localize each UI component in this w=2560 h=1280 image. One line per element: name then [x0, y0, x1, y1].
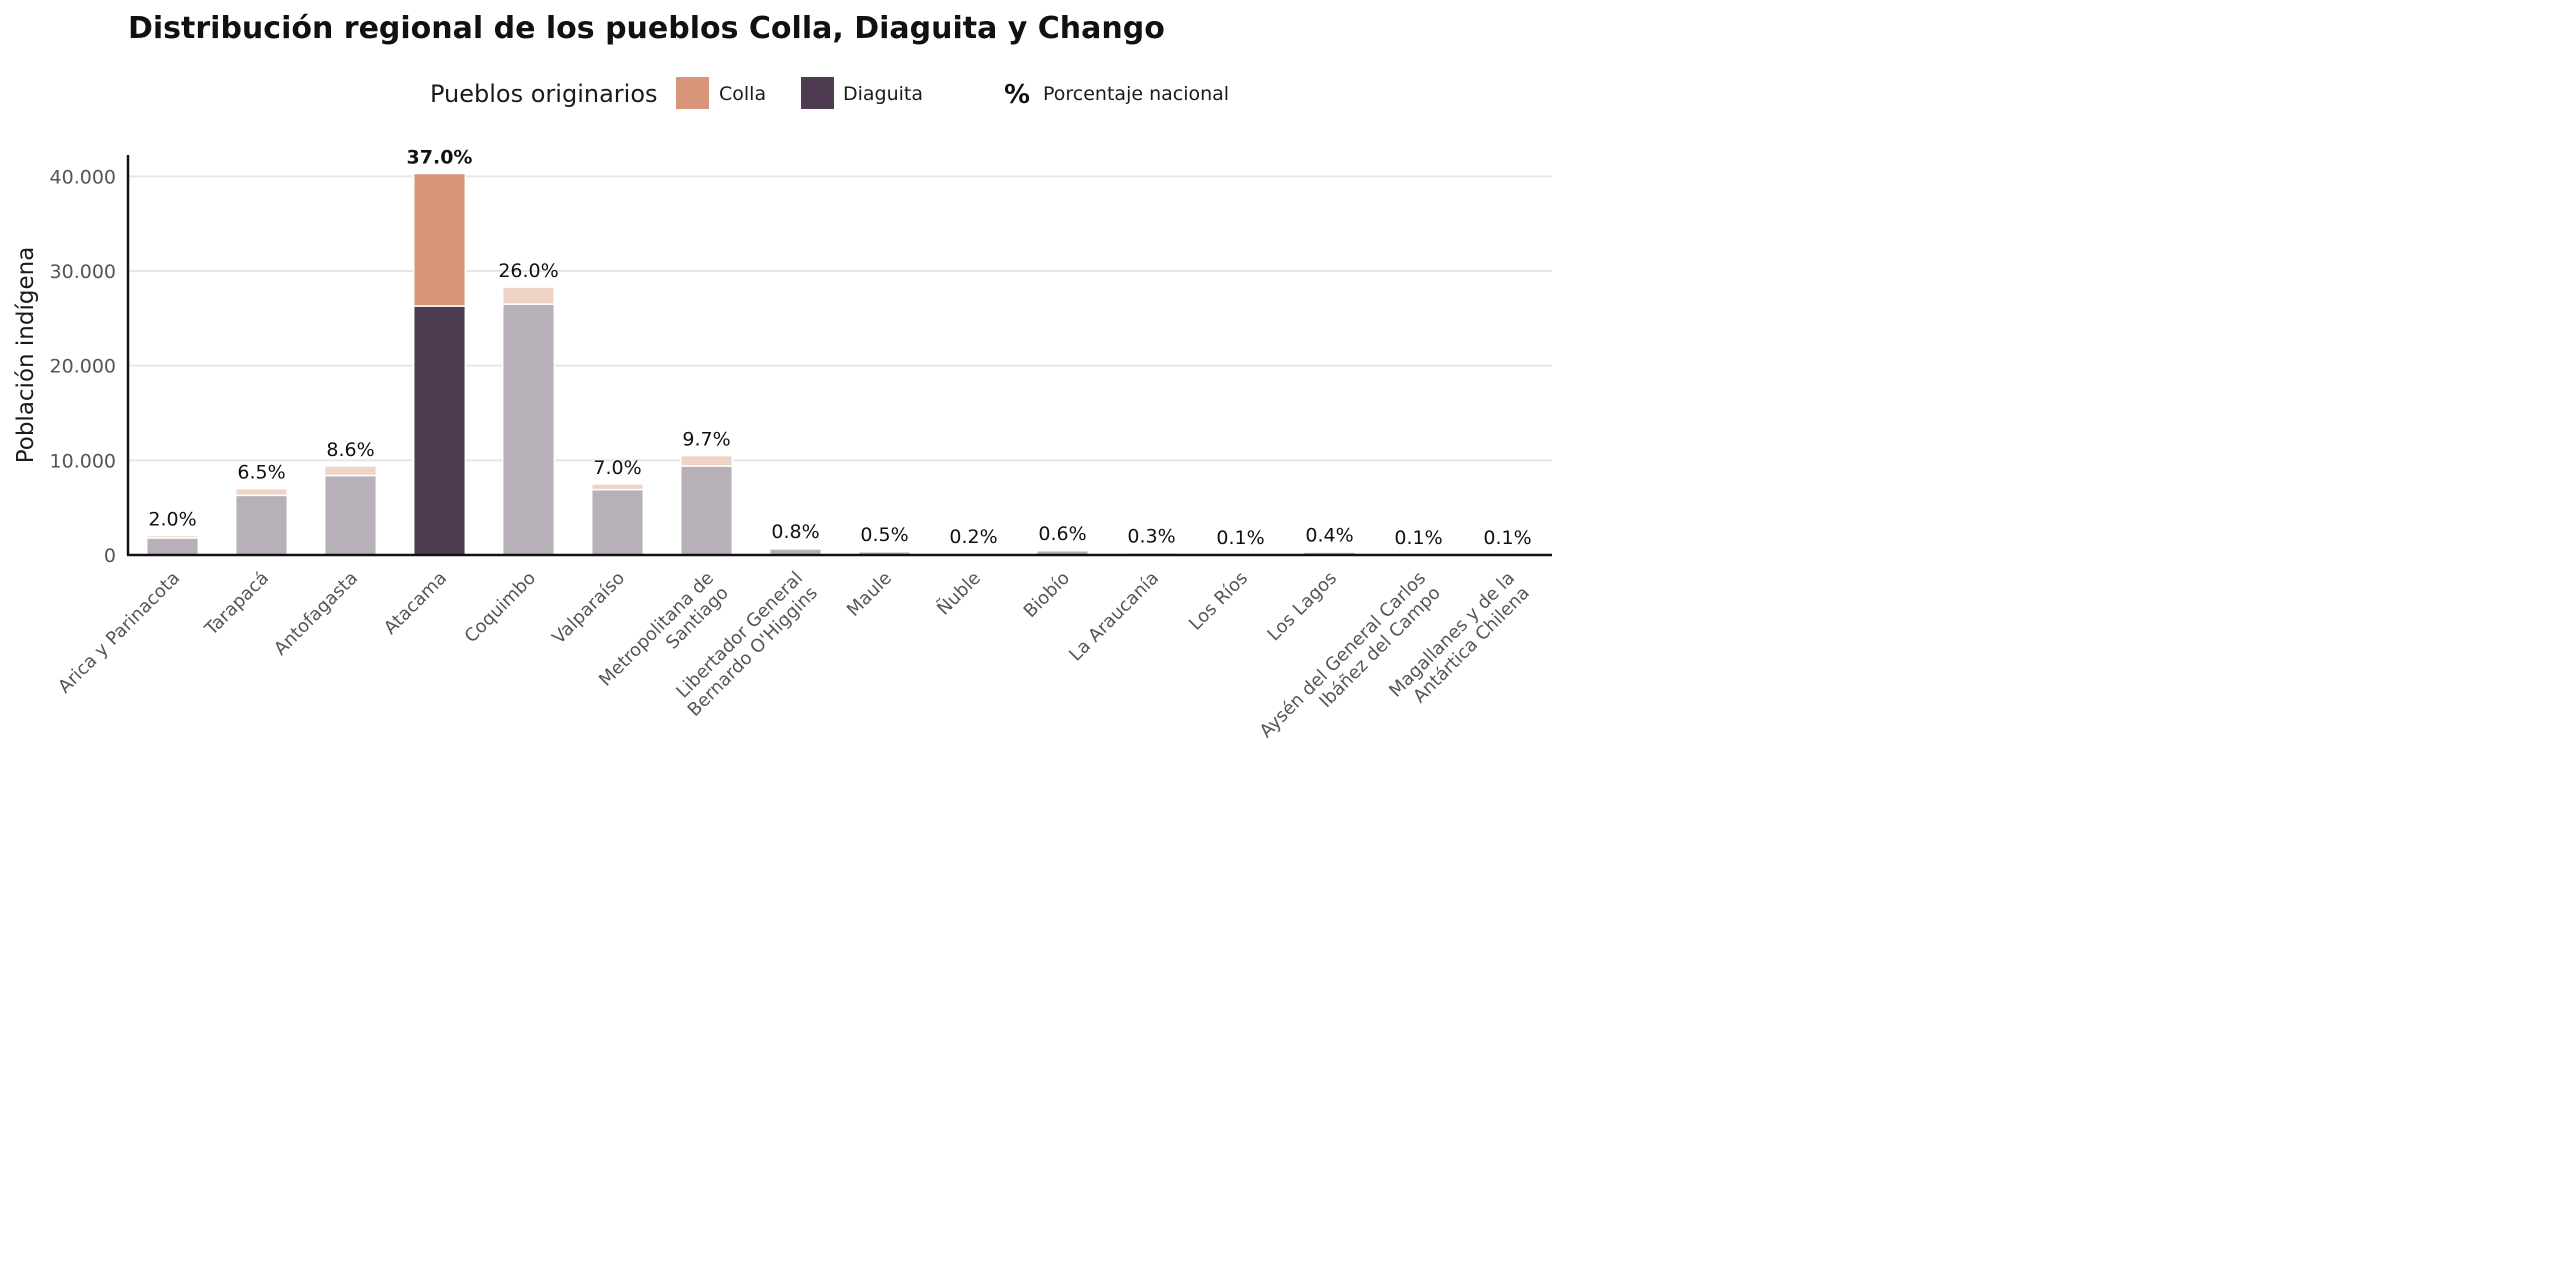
legend-percent-label: Porcentaje nacional	[1043, 83, 1229, 105]
y-tick-label: 30.000	[50, 261, 116, 283]
bar-diaguita	[145, 537, 200, 556]
percent-label: 26.0%	[498, 260, 558, 282]
x-tick-label: Biobío	[1020, 568, 1074, 622]
percent-label: 0.1%	[1216, 527, 1264, 549]
y-tick-label: 10.000	[50, 450, 116, 472]
percent-label: 0.2%	[949, 526, 997, 548]
bar-diaguita	[323, 474, 378, 556]
percent-label: 2.0%	[148, 509, 196, 531]
chart-title: Distribución regional de los pueblos Col…	[128, 11, 1165, 46]
bar-colla	[1035, 549, 1090, 552]
percent-label: 9.7%	[682, 429, 730, 451]
y-tick-label: 40.000	[50, 166, 116, 188]
x-tick-label: Maule	[843, 568, 896, 621]
bar-diaguita	[412, 305, 467, 556]
legend-swatch-diaguita	[801, 77, 834, 109]
percent-label: 0.5%	[860, 524, 908, 546]
legend: Pueblos originarios Colla Diaguita % Por…	[430, 77, 1229, 110]
bar-colla	[234, 487, 289, 497]
legend-title: Pueblos originarios	[430, 80, 658, 108]
x-tick-label: Arica y Parinacota	[54, 568, 184, 698]
x-tick-label: Valparaíso	[548, 568, 629, 649]
legend-swatch-colla	[676, 77, 709, 109]
bar-diaguita	[234, 494, 289, 556]
bar-colla	[768, 547, 823, 550]
legend-label-diaguita: Diaguita	[843, 83, 923, 105]
percent-label: 6.5%	[237, 462, 285, 484]
x-tick-label: Los Lagos	[1263, 568, 1341, 646]
x-tick-label: Antofagasta	[270, 568, 362, 660]
bar-colla	[323, 465, 378, 477]
bar-colla	[145, 534, 200, 539]
bar-diaguita	[679, 465, 734, 556]
x-tick-label: Tarapacá	[200, 568, 273, 641]
percent-label: 0.4%	[1305, 524, 1353, 546]
percent-label: 0.1%	[1483, 527, 1531, 549]
bar-colla	[590, 483, 645, 491]
bar-diaguita	[501, 303, 556, 556]
x-tick-label: Ñuble	[932, 567, 985, 620]
bars	[145, 172, 1535, 556]
bar-colla	[679, 454, 734, 467]
y-tick-label: 20.000	[50, 356, 116, 378]
percent-label: 0.3%	[1127, 525, 1175, 547]
percent-label: 0.6%	[1038, 523, 1086, 545]
y-tick-label: 0	[104, 545, 116, 567]
x-tick-label: Los Ríos	[1185, 568, 1252, 635]
x-tick-label: Coquimbo	[461, 568, 540, 647]
x-tick-label: La Araucanía	[1065, 568, 1163, 666]
percent-label: 0.8%	[771, 521, 819, 543]
x-tick-label: Atacama	[380, 568, 451, 639]
legend-label-colla: Colla	[719, 83, 766, 105]
percent-label: 0.1%	[1394, 527, 1442, 549]
legend-percent-symbol: %	[1004, 80, 1030, 110]
percent-label: 7.0%	[593, 457, 641, 479]
percent-label: 8.6%	[326, 439, 374, 461]
bar-colla	[412, 172, 467, 307]
percent-label: 37.0%	[407, 146, 473, 168]
percent-labels: 2.0% 6.5% 8.6% 37.0% 26.0% 7.0% 9.7% 0.8% 0.5% 0.…	[148, 146, 1531, 549]
y-axis-ticks: 0 10.000 20.000 30.000 40.000	[50, 166, 116, 567]
chart: Distribución regional de los pueblos Col…	[13, 11, 1552, 742]
bar-colla	[501, 286, 556, 305]
y-axis-label: Población indígena	[13, 247, 39, 464]
bar-diaguita	[590, 488, 645, 556]
gridlines	[128, 175, 1552, 462]
